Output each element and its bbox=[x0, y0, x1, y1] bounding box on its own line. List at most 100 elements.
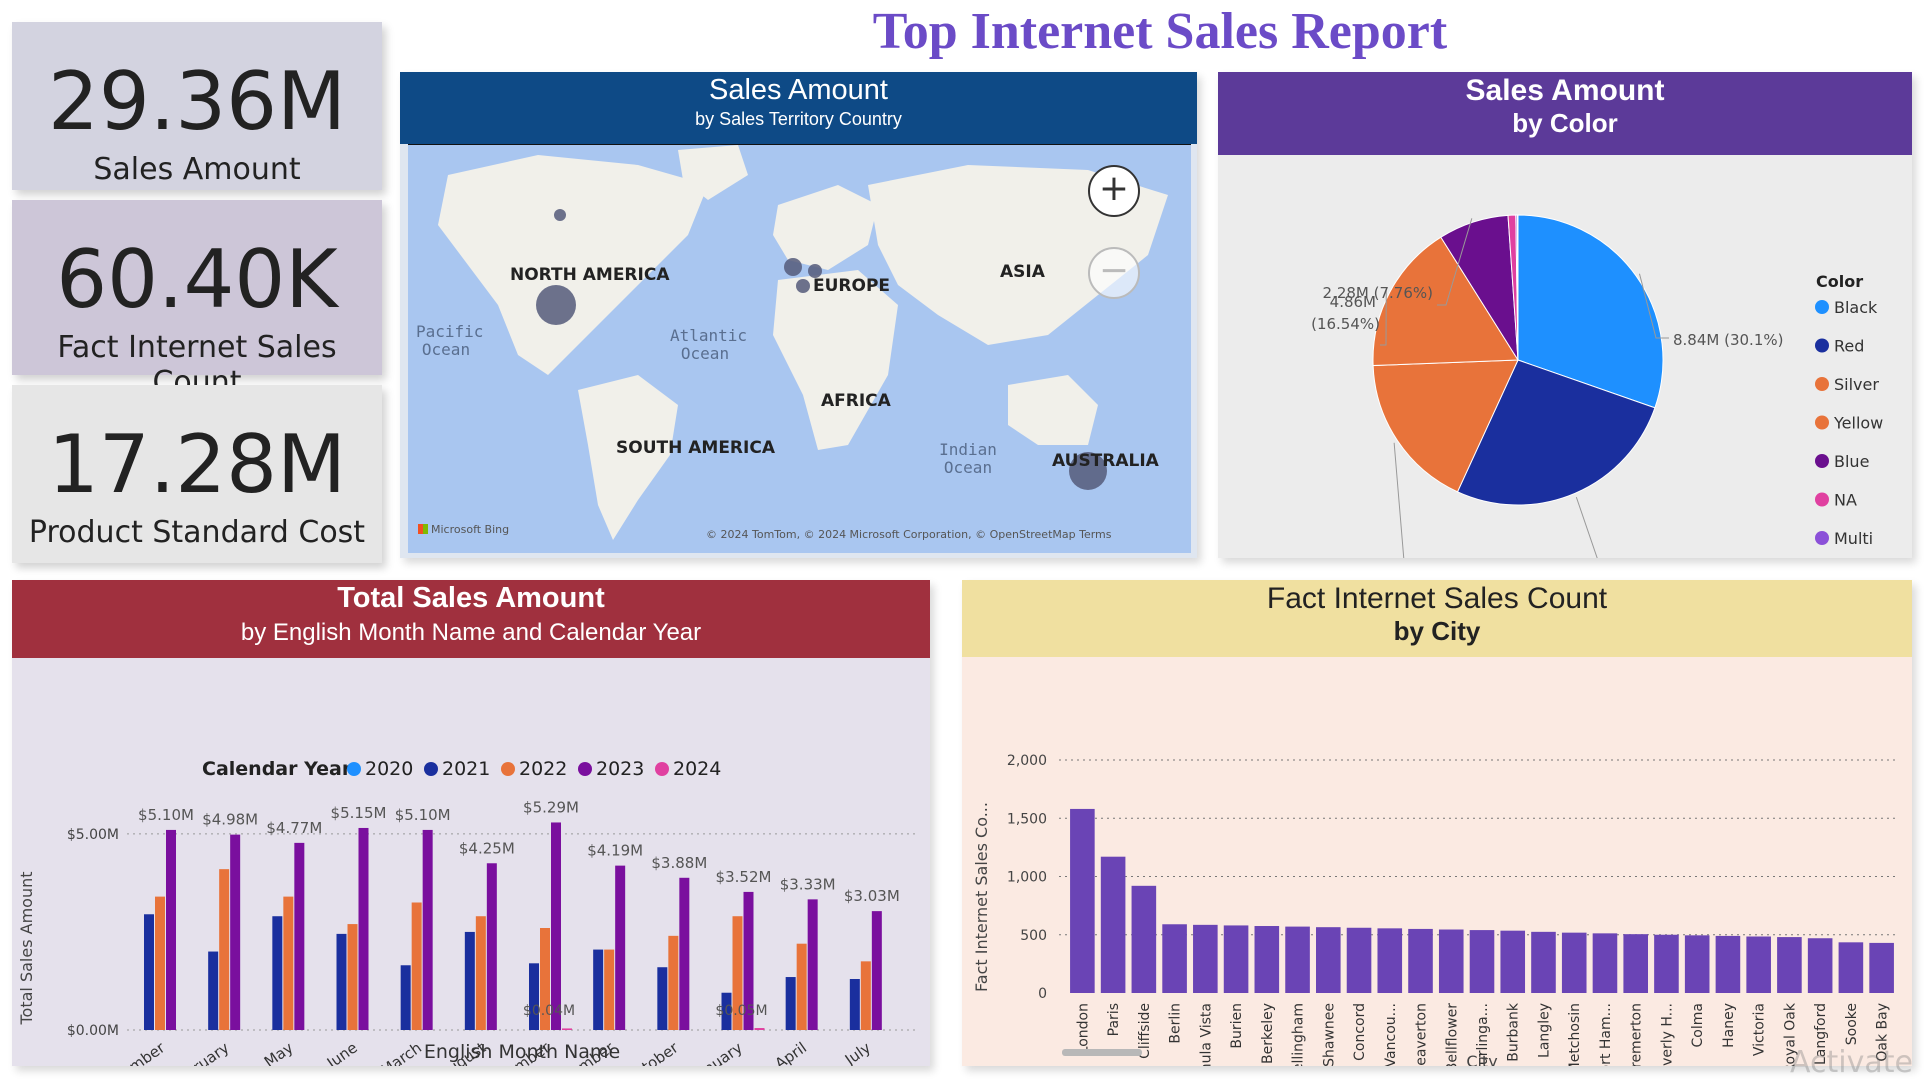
monthly-bar[interactable] bbox=[219, 869, 230, 1030]
city-bar[interactable] bbox=[1131, 885, 1157, 993]
monthly-bar[interactable] bbox=[562, 1028, 572, 1030]
city-bar[interactable] bbox=[1623, 934, 1648, 993]
monthly-bar[interactable] bbox=[551, 822, 561, 1030]
monthly-bar[interactable] bbox=[615, 865, 626, 1030]
monthly-bar[interactable] bbox=[475, 916, 486, 1030]
city-bar[interactable] bbox=[1408, 928, 1433, 993]
city-bar[interactable] bbox=[1654, 934, 1679, 993]
monthly-bar[interactable] bbox=[400, 965, 411, 1030]
city-bar[interactable] bbox=[1531, 931, 1556, 993]
pie-chart[interactable]: 8.84M (30.1%)7.72M (26.31%)5.11M (17.42%… bbox=[1218, 155, 1912, 558]
city-bar[interactable] bbox=[1807, 938, 1833, 993]
pie-legend-label[interactable]: Yellow bbox=[1833, 414, 1883, 433]
city-panel[interactable]: Fact Internet Sales Count by City 0 500 1,… bbox=[962, 580, 1912, 1066]
city-bar[interactable] bbox=[1070, 808, 1095, 993]
city-bar[interactable] bbox=[1193, 924, 1218, 993]
monthly-bar[interactable] bbox=[358, 827, 369, 1030]
monthly-legend-label[interactable]: 2022 bbox=[519, 758, 567, 780]
monthly-bar[interactable] bbox=[871, 911, 882, 1030]
monthly-bar[interactable] bbox=[849, 979, 860, 1030]
monthly-bar[interactable] bbox=[529, 963, 539, 1030]
south-america-shape bbox=[578, 375, 678, 540]
zoom-out-button[interactable]: − bbox=[1088, 247, 1140, 299]
monthly-bar[interactable] bbox=[732, 916, 743, 1030]
monthly-bar[interactable] bbox=[230, 834, 241, 1030]
monthly-bar[interactable] bbox=[283, 896, 294, 1030]
monthly-legend-label[interactable]: 2024 bbox=[673, 758, 721, 780]
monthly-bar[interactable] bbox=[464, 931, 475, 1030]
monthly-bar[interactable] bbox=[347, 924, 358, 1030]
monthly-bar[interactable] bbox=[486, 863, 497, 1030]
pie-panel[interactable]: Sales Amount by Color 8.84M (30.1%)7.72M… bbox=[1218, 72, 1912, 558]
monthly-legend-label[interactable]: 2020 bbox=[365, 758, 413, 780]
city-bar[interactable] bbox=[1162, 924, 1187, 993]
monthly-bar[interactable] bbox=[144, 914, 154, 1030]
monthly-legend-label[interactable]: 2021 bbox=[442, 758, 490, 780]
monthly-bar[interactable] bbox=[860, 961, 871, 1030]
world-map[interactable]: NORTH AMERICA EUROPE ASIA AFRICA SOUTH A… bbox=[408, 145, 1191, 553]
monthly-bar[interactable] bbox=[785, 977, 796, 1030]
monthly-bar[interactable] bbox=[336, 933, 347, 1030]
monthly-bar[interactable] bbox=[540, 928, 550, 1030]
monthly-bar[interactable] bbox=[294, 842, 305, 1030]
pie-slice[interactable] bbox=[1372, 236, 1519, 367]
city-bar[interactable] bbox=[1285, 926, 1310, 993]
pie-slice[interactable] bbox=[1517, 214, 1664, 409]
monthly-bar[interactable] bbox=[721, 992, 732, 1030]
city-bar[interactable] bbox=[1746, 936, 1771, 993]
kpi-card-product-cost[interactable]: 17.28M Product Standard Cost bbox=[12, 385, 382, 563]
city-bar-chart[interactable]: 0 500 1,000 1,500 2,000 Fact Internet Sales C… bbox=[962, 657, 1912, 1066]
zoom-in-button[interactable]: + bbox=[1088, 165, 1140, 217]
monthly-legend-label[interactable]: 2023 bbox=[596, 758, 644, 780]
pie-slice[interactable] bbox=[1456, 359, 1656, 506]
monthly-bar[interactable] bbox=[593, 949, 604, 1030]
monthly-bar-chart[interactable]: Calendar Year 2020 2021 2022 2023 2024 $0.00M $… bbox=[12, 658, 930, 1066]
city-bar[interactable] bbox=[1346, 927, 1372, 993]
monthly-bar[interactable] bbox=[796, 943, 807, 1030]
city-bar[interactable] bbox=[1777, 937, 1802, 993]
monthly-bar[interactable] bbox=[657, 967, 668, 1030]
city-bar[interactable] bbox=[1684, 935, 1710, 993]
monthly-bar[interactable] bbox=[422, 829, 433, 1030]
pie-slice[interactable] bbox=[1516, 214, 1519, 361]
pie-legend-label[interactable]: Silver bbox=[1834, 375, 1879, 394]
pie-legend-label[interactable]: NA bbox=[1834, 491, 1857, 510]
city-bar[interactable] bbox=[1469, 930, 1495, 993]
pie-data-label: (16.54%) bbox=[1311, 315, 1380, 333]
city-bar[interactable] bbox=[1223, 925, 1249, 993]
city-bar[interactable] bbox=[1438, 929, 1464, 993]
monthly-bar[interactable] bbox=[604, 949, 615, 1030]
map-attribution[interactable]: © 2024 TomTom, © 2024 Microsoft Corporat… bbox=[706, 528, 1112, 541]
pie-legend-label[interactable]: Blue bbox=[1834, 452, 1869, 471]
city-bar[interactable] bbox=[1838, 942, 1864, 993]
monthly-bar[interactable] bbox=[411, 902, 422, 1031]
city-bar[interactable] bbox=[1316, 927, 1341, 993]
monthly-sales-panel[interactable]: Total Sales Amount by English Month Name… bbox=[12, 580, 930, 1066]
city-bar[interactable] bbox=[1561, 932, 1587, 993]
city-bar[interactable] bbox=[1869, 942, 1894, 993]
city-bar[interactable] bbox=[1500, 930, 1526, 993]
monthly-bar[interactable] bbox=[166, 829, 176, 1030]
city-bar[interactable] bbox=[1377, 928, 1403, 993]
city-bar[interactable] bbox=[1100, 856, 1126, 993]
pie-legend-label[interactable]: Red bbox=[1834, 337, 1864, 356]
city-scrollbar[interactable] bbox=[1062, 1049, 1142, 1056]
monthly-bar[interactable] bbox=[743, 891, 754, 1030]
city-bar[interactable] bbox=[1254, 926, 1280, 993]
monthly-bar[interactable] bbox=[679, 877, 690, 1030]
city-bar[interactable] bbox=[1592, 933, 1618, 993]
monthly-bar[interactable] bbox=[668, 935, 679, 1030]
kpi-card-sales-amount[interactable]: 29.36M Sales Amount bbox=[12, 22, 382, 190]
monthly-data-label: $3.03M bbox=[844, 887, 900, 905]
monthly-bar[interactable] bbox=[155, 896, 165, 1030]
monthly-bar[interactable] bbox=[272, 916, 283, 1030]
pie-slice[interactable] bbox=[1372, 359, 1519, 493]
monthly-data-label: $3.88M bbox=[651, 854, 707, 872]
city-bar[interactable] bbox=[1715, 935, 1741, 993]
monthly-bar[interactable] bbox=[208, 951, 219, 1030]
pie-legend-label[interactable]: Black bbox=[1834, 298, 1878, 317]
pie-legend-label[interactable]: Multi bbox=[1834, 529, 1873, 548]
kpi-card-fact-count[interactable]: 60.40K Fact Internet Sales Count bbox=[12, 200, 382, 400]
monthly-bar[interactable] bbox=[754, 1028, 765, 1030]
monthly-bar[interactable] bbox=[807, 899, 818, 1030]
